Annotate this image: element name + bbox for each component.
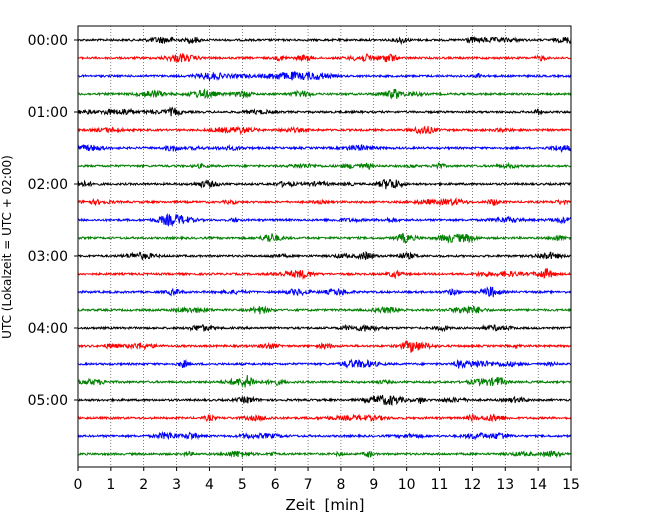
y-axis-label: UTC (Lokalzeit = UTC + 02:00) — [0, 155, 14, 339]
x-tick-label: 4 — [205, 477, 214, 493]
x-tick-label: 14 — [529, 477, 547, 493]
y-axis: 00:00 01:00 02:00 03:00 04:00 05:00 — [28, 33, 78, 409]
x-tick-label: 13 — [496, 477, 514, 493]
x-tick-label: 15 — [562, 477, 580, 493]
trace-0545 — [77, 450, 572, 459]
trace-0145 — [77, 161, 572, 171]
x-tick-label: 3 — [172, 477, 181, 493]
x-tick-label: 5 — [238, 477, 247, 493]
trace-0200 — [77, 178, 572, 190]
x-tick-label: 0 — [74, 477, 83, 493]
trace-0015 — [77, 52, 572, 63]
trace-0400 — [77, 323, 572, 333]
trace-0345 — [77, 305, 572, 315]
trace-0045 — [77, 88, 572, 100]
x-tick-label: 1 — [106, 477, 115, 493]
trace-0500 — [77, 394, 572, 407]
trace-0315 — [77, 267, 572, 281]
trace-0100 — [78, 106, 572, 117]
y-tick-label: 00:00 — [28, 33, 68, 49]
trace-0530 — [77, 431, 572, 441]
x-tick-label: 11 — [431, 477, 449, 493]
x-axis: 0 1 2 3 4 5 6 7 8 9 10 11 12 13 14 15 — [74, 467, 580, 493]
x-axis-label: Zeit [min] — [285, 496, 364, 514]
x-tick-label: 10 — [398, 477, 416, 493]
x-tick-label: 2 — [139, 477, 148, 493]
trace-0115 — [77, 125, 572, 136]
trace-0130 — [77, 143, 572, 153]
x-tick-label: 12 — [463, 477, 481, 493]
trace-0330 — [77, 286, 572, 298]
x-tick-label: 6 — [271, 477, 280, 493]
trace-0515 — [77, 413, 572, 423]
y-tick-label: 05:00 — [28, 393, 68, 409]
y-tick-label: 04:00 — [28, 321, 68, 337]
trace-0000 — [77, 35, 572, 46]
plot-frame — [77, 25, 572, 468]
trace-0030 — [77, 70, 572, 83]
trace-0245 — [77, 232, 572, 245]
x-tick-label: 7 — [304, 477, 313, 493]
trace-0445 — [77, 374, 572, 388]
seismogram-traces — [77, 35, 572, 459]
x-tick-label: 9 — [369, 477, 378, 493]
trace-0230 — [77, 213, 572, 228]
trace-0300 — [77, 250, 572, 261]
y-tick-label: 01:00 — [28, 105, 68, 121]
y-tick-label: 03:00 — [28, 249, 68, 265]
y-tick-label: 02:00 — [28, 177, 68, 193]
trace-0215 — [77, 196, 572, 207]
x-tick-label: 8 — [336, 477, 345, 493]
trace-0430 — [77, 358, 572, 370]
trace-0415 — [78, 339, 572, 354]
